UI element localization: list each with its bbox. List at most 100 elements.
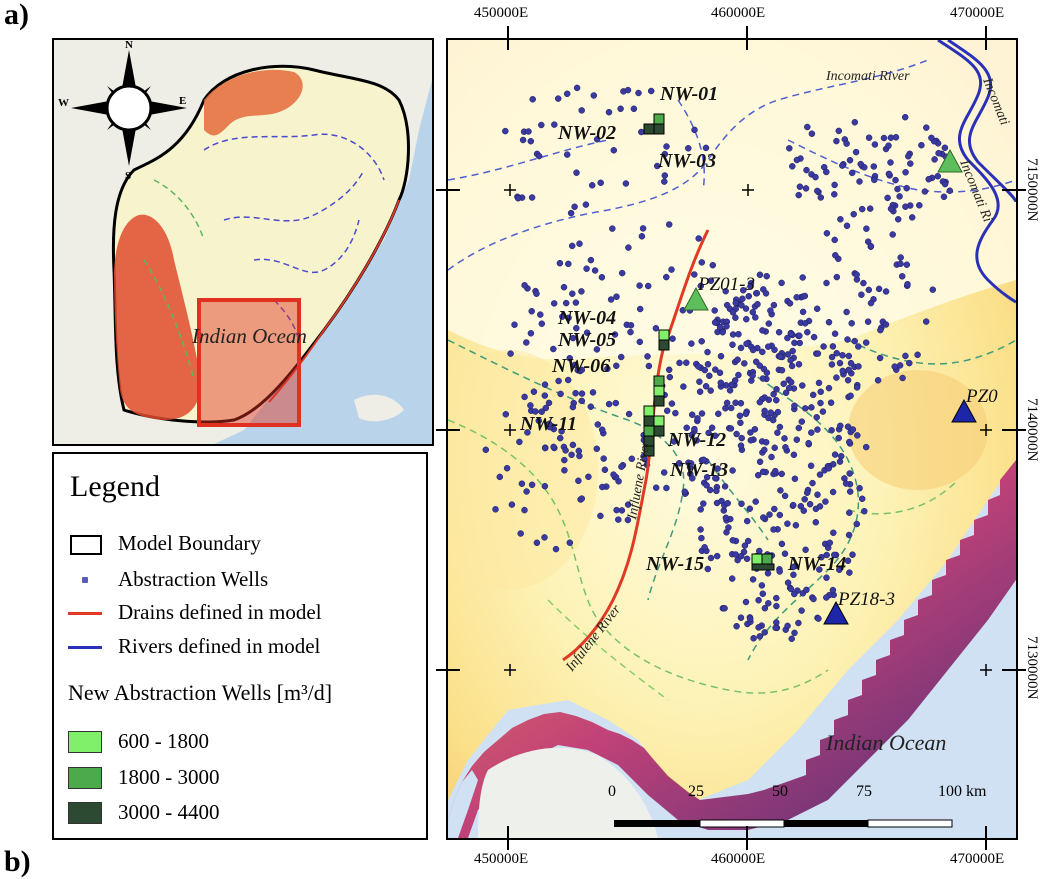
abstraction-well-dot <box>940 193 948 201</box>
abstraction-well-dot <box>835 127 843 135</box>
abstraction-well-dot <box>846 470 853 477</box>
abstraction-well-dot <box>743 517 751 525</box>
abstraction-well-dot <box>538 320 546 327</box>
abstraction-well-dot <box>503 464 511 472</box>
abstraction-well-dot <box>598 274 606 281</box>
red-line-icon <box>68 602 102 624</box>
abstraction-well-dot <box>734 356 741 363</box>
abstraction-well-dot <box>635 89 642 97</box>
abstraction-well-dot <box>661 150 669 158</box>
abstraction-well-dot <box>527 137 535 145</box>
abstraction-well-dot <box>791 590 798 598</box>
abstraction-well-dot <box>828 353 836 361</box>
legend-item-rivers: Rivers defined in model <box>68 634 320 659</box>
abstraction-well-dot <box>523 339 530 346</box>
abstraction-well-dot <box>578 390 586 397</box>
abstraction-well-dot <box>906 359 913 367</box>
abstraction-well-dot <box>759 327 766 334</box>
abstraction-well-dot <box>618 269 626 277</box>
abstraction-well-dot <box>776 423 784 431</box>
abstraction-well-dot <box>801 496 808 503</box>
abstraction-well-dot <box>887 205 895 213</box>
legend-class-2: 1800 - 3000 <box>68 765 220 790</box>
abstraction-well-dot <box>597 512 604 520</box>
abstraction-well-dot <box>533 290 540 297</box>
study-area-box <box>197 298 301 427</box>
abstraction-well-dot <box>765 600 772 607</box>
abstraction-well-dot <box>795 191 802 199</box>
abstraction-well-dot <box>636 282 643 289</box>
abstraction-well-dot <box>569 441 577 449</box>
x-tick-label-top: 450000E <box>474 5 529 21</box>
abstraction-well-dot <box>691 271 698 278</box>
abstraction-well-dot <box>904 280 911 288</box>
abstraction-well-dot <box>709 261 717 269</box>
abstraction-well-dot <box>636 305 644 313</box>
abstraction-well-dot <box>773 594 780 602</box>
abstraction-well-dot <box>916 202 923 209</box>
abstraction-well-dot <box>792 522 800 529</box>
abstraction-well-dot <box>735 330 742 338</box>
abstraction-well-dot <box>565 314 572 322</box>
abstraction-well-dot <box>844 376 852 384</box>
abstraction-well-dot <box>831 330 839 337</box>
abstraction-well-dot <box>587 403 595 410</box>
abstraction-well-dot <box>576 240 583 247</box>
abstraction-well-dot <box>814 426 821 433</box>
compass-n: N <box>125 40 133 51</box>
abstraction-well-dot <box>786 145 793 152</box>
abstraction-well-dot <box>832 252 839 259</box>
abstraction-well-dot <box>587 256 595 264</box>
abstraction-well-dot <box>597 179 604 187</box>
abstraction-well-dot <box>537 311 544 318</box>
x-tick-label-bottom: 460000E <box>711 851 766 867</box>
abstraction-well-dot <box>812 519 820 526</box>
abstraction-well-dot <box>706 486 714 494</box>
abstraction-well-dot <box>732 314 739 321</box>
well-label-nw11: NW-11 <box>519 413 577 435</box>
abstraction-well-dot <box>799 308 807 316</box>
well-label-nw05: NW-05 <box>557 329 616 351</box>
legend-class-label: 1800 - 3000 <box>118 765 220 789</box>
abstraction-well-dot <box>593 445 601 453</box>
abstraction-well-dot <box>707 554 715 562</box>
abstraction-well-dot <box>866 205 874 212</box>
abstraction-well-dot <box>835 434 842 442</box>
abstraction-well-dot <box>607 296 615 303</box>
abstraction-well-dot <box>922 318 930 325</box>
abstraction-well-dot <box>735 371 742 379</box>
abstraction-well-dot <box>617 105 624 113</box>
abstraction-well-dot <box>825 384 833 392</box>
abstraction-well-dot <box>550 300 558 307</box>
abstraction-well-dot <box>583 265 590 272</box>
abstraction-well-dot <box>717 352 725 360</box>
abstraction-well-dot <box>812 173 819 181</box>
abstraction-well-dot <box>502 127 509 135</box>
abstraction-well-dot <box>800 507 808 514</box>
abstraction-well-dot <box>742 410 750 418</box>
abstraction-well-dot <box>625 244 632 251</box>
abstraction-well-dot <box>739 295 746 303</box>
abstraction-well-dot <box>743 555 751 563</box>
abstraction-well-dot <box>507 350 514 357</box>
abstraction-well-dot <box>756 271 764 279</box>
abstraction-well-dot <box>566 354 573 362</box>
abstraction-well-dot <box>780 380 787 388</box>
abstraction-well-dot <box>896 193 903 200</box>
abstraction-well-dot <box>705 429 712 437</box>
legend-item-label: Model Boundary <box>118 531 261 555</box>
abstraction-well-dot <box>816 471 824 478</box>
abstraction-well-dot <box>820 343 827 350</box>
scale-label: 50 <box>772 783 788 800</box>
inset-map: N S E W Indian Ocean <box>52 38 434 446</box>
abstraction-well-dot <box>703 482 710 489</box>
abstraction-well-dot <box>572 389 579 397</box>
abstraction-well-dot <box>738 500 745 508</box>
abstraction-well-dot <box>721 605 728 612</box>
abstraction-well-dot <box>778 279 785 287</box>
abstraction-well-dot <box>923 124 930 131</box>
abstraction-well-dot <box>714 465 721 472</box>
compass-s: S <box>125 170 131 182</box>
abstraction-well-dot <box>653 162 661 170</box>
abstraction-well-dot <box>775 328 783 336</box>
